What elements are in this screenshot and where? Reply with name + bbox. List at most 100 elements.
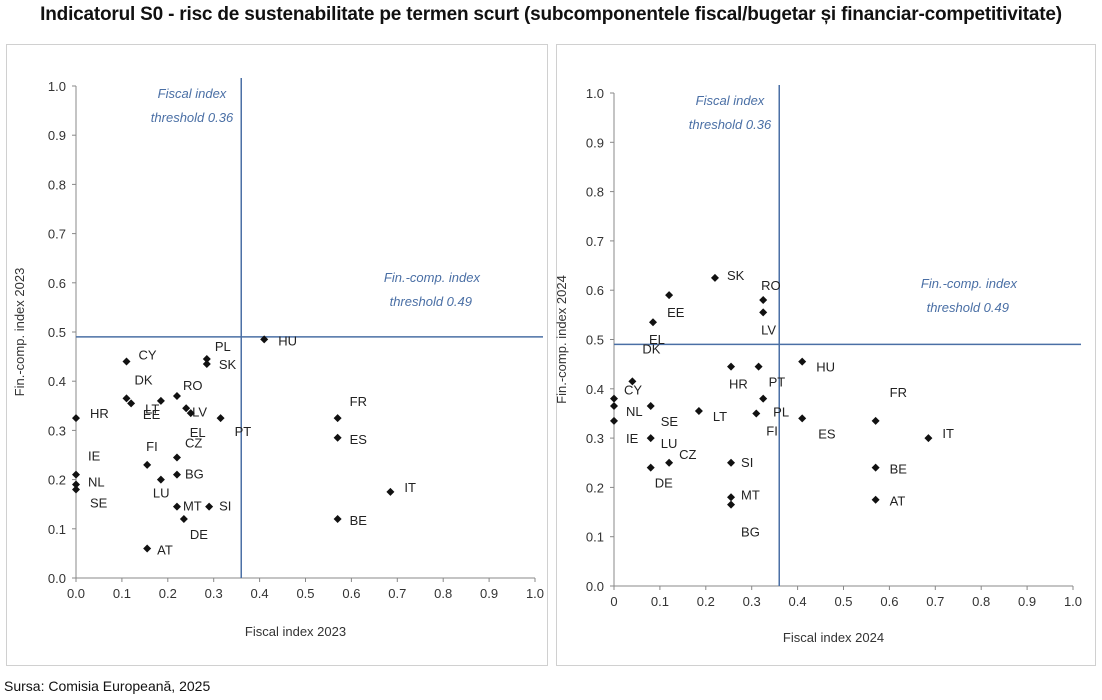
point-label-es: ES xyxy=(350,432,368,447)
x-tick-label: 0.3 xyxy=(743,594,761,609)
data-point-hu xyxy=(260,335,269,344)
right-panel-frame xyxy=(556,44,1096,666)
point-label-pt: PT xyxy=(769,375,786,390)
data-point-sk xyxy=(710,273,719,282)
point-label-mt: MT xyxy=(183,499,202,514)
source-note: Sursa: Comisia Europeană, 2025 xyxy=(4,678,211,694)
data-point-lu xyxy=(156,475,165,484)
point-label-lv: LV xyxy=(192,404,207,419)
data-point-se xyxy=(72,485,80,494)
fiscal-threshold-label: Fiscal index xyxy=(158,86,227,101)
y-tick-label: 0.5 xyxy=(586,333,604,348)
point-label-de: DE xyxy=(190,527,208,542)
data-point-bg xyxy=(172,470,181,479)
x-tick-label: 0 xyxy=(610,594,617,609)
point-label-fi: FI xyxy=(146,439,158,454)
point-label-ee: EE xyxy=(143,407,161,422)
data-point-cz xyxy=(665,458,674,467)
data-point-mt xyxy=(727,493,736,502)
data-point-mt xyxy=(172,502,181,511)
y-tick-label: 0.8 xyxy=(586,185,604,200)
data-point-si xyxy=(205,502,214,511)
data-point-it xyxy=(924,434,933,443)
point-label-se: SE xyxy=(661,414,679,429)
y-tick-label: 0.3 xyxy=(48,423,66,438)
data-point-ee xyxy=(156,396,165,405)
data-point-at xyxy=(143,544,152,553)
y-tick-label: 0.8 xyxy=(48,177,66,192)
data-point-cy xyxy=(610,394,618,403)
data-point-lv xyxy=(182,404,191,413)
point-label-fi: FI xyxy=(766,423,778,438)
point-label-lt: LT xyxy=(145,401,159,416)
y-axis-title: Fin.-comp. index 2024 xyxy=(554,275,569,404)
y-tick-label: 0.0 xyxy=(586,579,604,594)
data-point-ie xyxy=(72,470,80,479)
point-label-cz: CZ xyxy=(185,435,202,450)
fincomp-threshold-label: Fin.-comp. index xyxy=(384,270,481,285)
point-label-lv: LV xyxy=(761,322,776,337)
y-tick-label: 0.9 xyxy=(48,128,66,143)
x-tick-label: 0.9 xyxy=(480,586,498,601)
data-point-hr xyxy=(72,414,80,423)
point-label-si: SI xyxy=(219,499,231,514)
point-label-nl: NL xyxy=(88,475,105,490)
point-label-fr: FR xyxy=(350,394,367,409)
y-tick-label: 0.5 xyxy=(48,325,66,340)
x-tick-label: 0.0 xyxy=(67,586,85,601)
data-point-pl xyxy=(759,394,768,403)
data-point-pt xyxy=(754,362,763,371)
left-panel-frame xyxy=(6,44,548,666)
point-label-pt: PT xyxy=(235,424,252,439)
point-label-ie: IE xyxy=(626,431,639,446)
x-tick-label: 0.7 xyxy=(388,586,406,601)
x-tick-label: 0.1 xyxy=(113,586,131,601)
data-point-de xyxy=(646,463,655,472)
point-label-be: BE xyxy=(890,462,908,477)
data-point-be xyxy=(333,514,342,523)
y-tick-label: 0.4 xyxy=(48,374,66,389)
point-label-si: SI xyxy=(741,455,753,470)
point-label-hu: HU xyxy=(816,360,835,375)
data-point-it xyxy=(386,487,395,496)
data-point-hr xyxy=(727,362,736,371)
point-label-dk: DK xyxy=(134,372,152,387)
data-point-fr xyxy=(333,414,342,423)
y-axis-title: Fin.-comp. index 2023 xyxy=(12,268,27,397)
point-label-lu: LU xyxy=(153,486,170,501)
point-label-pl: PL xyxy=(215,339,231,354)
data-point-bg xyxy=(727,500,736,509)
x-tick-label: 0.3 xyxy=(205,586,223,601)
y-tick-label: 0.2 xyxy=(586,480,604,495)
fincomp-threshold-value: threshold 0.49 xyxy=(927,300,1009,315)
x-tick-label: 0.1 xyxy=(651,594,669,609)
y-tick-label: 0.7 xyxy=(586,234,604,249)
point-label-bg: BG xyxy=(741,525,760,540)
point-label-it: IT xyxy=(942,426,954,441)
page-title: Indicatorul S0 - risc de sustenabilitate… xyxy=(40,4,1062,25)
point-label-dk: DK xyxy=(642,341,660,356)
point-label-lu: LU xyxy=(661,436,678,451)
y-tick-label: 0.7 xyxy=(48,227,66,242)
data-point-es xyxy=(333,433,342,442)
data-point-dk xyxy=(122,394,131,403)
point-label-el: EL xyxy=(649,332,665,347)
x-tick-label: 0.6 xyxy=(880,594,898,609)
x-axis-title: Fiscal index 2023 xyxy=(245,624,346,639)
point-label-nl: NL xyxy=(626,404,643,419)
x-tick-label: 0.4 xyxy=(251,586,269,601)
x-tick-label: 0.9 xyxy=(1018,594,1036,609)
data-point-sk xyxy=(202,359,211,368)
y-tick-label: 0.1 xyxy=(586,530,604,545)
point-label-at: AT xyxy=(890,494,906,509)
point-label-hr: HR xyxy=(90,406,109,421)
x-tick-label: 0.4 xyxy=(789,594,807,609)
point-label-bg: BG xyxy=(185,467,204,482)
point-label-el: EL xyxy=(190,425,206,440)
data-point-lv xyxy=(759,308,768,317)
data-point-fi xyxy=(143,460,152,469)
data-point-se xyxy=(646,402,655,411)
point-label-be: BE xyxy=(350,513,368,528)
x-tick-label: 0.6 xyxy=(342,586,360,601)
